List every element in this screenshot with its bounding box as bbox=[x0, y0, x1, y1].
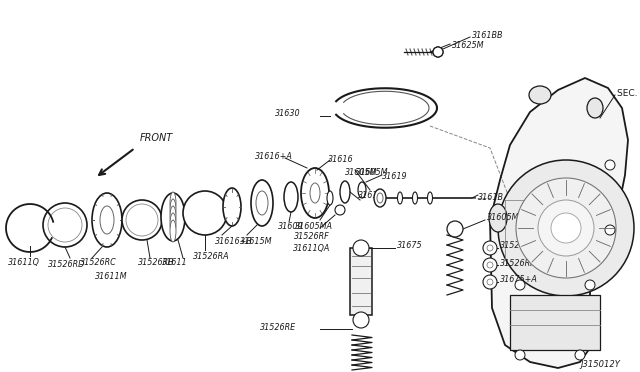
Circle shape bbox=[515, 350, 525, 360]
Ellipse shape bbox=[223, 188, 241, 226]
Ellipse shape bbox=[428, 192, 433, 204]
Circle shape bbox=[487, 279, 493, 285]
Ellipse shape bbox=[170, 192, 176, 214]
Ellipse shape bbox=[489, 204, 507, 232]
Circle shape bbox=[483, 258, 497, 272]
Text: 31615: 31615 bbox=[358, 192, 383, 201]
Text: 31630: 31630 bbox=[275, 109, 301, 119]
Text: 31675: 31675 bbox=[397, 241, 422, 250]
Text: 31526RH: 31526RH bbox=[500, 259, 537, 267]
Circle shape bbox=[433, 47, 443, 57]
Circle shape bbox=[605, 160, 615, 170]
Text: 31605MC: 31605MC bbox=[487, 214, 525, 222]
Text: 31616: 31616 bbox=[328, 155, 354, 164]
Circle shape bbox=[43, 203, 87, 247]
Bar bbox=[350, 248, 372, 315]
Circle shape bbox=[447, 221, 463, 237]
Text: 31526RE: 31526RE bbox=[260, 323, 296, 331]
Circle shape bbox=[483, 241, 497, 255]
Text: 31526RC: 31526RC bbox=[80, 258, 116, 267]
Circle shape bbox=[516, 178, 616, 278]
Ellipse shape bbox=[358, 182, 366, 198]
Ellipse shape bbox=[251, 180, 273, 226]
Ellipse shape bbox=[587, 98, 603, 118]
Text: 31609: 31609 bbox=[278, 222, 303, 231]
Text: 31611Q: 31611Q bbox=[8, 258, 40, 267]
Text: 31605MA: 31605MA bbox=[295, 222, 333, 231]
Circle shape bbox=[605, 225, 615, 235]
Ellipse shape bbox=[310, 183, 320, 203]
Text: 31526RF: 31526RF bbox=[294, 232, 330, 241]
Ellipse shape bbox=[529, 86, 551, 104]
Circle shape bbox=[487, 245, 493, 251]
Circle shape bbox=[48, 208, 82, 242]
Circle shape bbox=[498, 160, 634, 296]
Circle shape bbox=[126, 204, 158, 236]
Circle shape bbox=[515, 280, 525, 290]
Text: 3161BB: 3161BB bbox=[472, 31, 504, 39]
Text: 31611M: 31611M bbox=[95, 272, 127, 281]
Polygon shape bbox=[490, 78, 628, 368]
Ellipse shape bbox=[413, 192, 417, 204]
Circle shape bbox=[335, 205, 345, 215]
Circle shape bbox=[122, 200, 162, 240]
Ellipse shape bbox=[340, 181, 350, 203]
Text: 31616+B: 31616+B bbox=[215, 237, 253, 246]
Ellipse shape bbox=[284, 182, 298, 212]
Text: FRONT: FRONT bbox=[140, 133, 173, 143]
Ellipse shape bbox=[256, 191, 268, 215]
Ellipse shape bbox=[170, 206, 176, 228]
Text: SEC. 311: SEC. 311 bbox=[617, 89, 640, 97]
Circle shape bbox=[487, 262, 493, 268]
Ellipse shape bbox=[161, 193, 185, 241]
Ellipse shape bbox=[301, 168, 329, 218]
Circle shape bbox=[183, 191, 227, 235]
Text: 31611: 31611 bbox=[162, 258, 188, 267]
Ellipse shape bbox=[327, 191, 333, 205]
Circle shape bbox=[551, 213, 581, 243]
Ellipse shape bbox=[397, 192, 403, 204]
Ellipse shape bbox=[170, 199, 176, 221]
Bar bbox=[510, 295, 600, 350]
Text: 31616+A: 31616+A bbox=[255, 152, 293, 161]
Text: 31675+A: 31675+A bbox=[500, 276, 538, 285]
Ellipse shape bbox=[374, 189, 386, 207]
Text: 31625M: 31625M bbox=[452, 42, 484, 51]
Text: 31605M: 31605M bbox=[356, 168, 388, 177]
Circle shape bbox=[575, 350, 585, 360]
Circle shape bbox=[353, 312, 369, 328]
Text: 31605M: 31605M bbox=[345, 168, 378, 177]
Text: 31611QA: 31611QA bbox=[293, 244, 330, 253]
Text: 31526RB: 31526RB bbox=[138, 258, 175, 267]
Text: 31615M: 31615M bbox=[240, 237, 273, 246]
Circle shape bbox=[433, 47, 443, 57]
Ellipse shape bbox=[377, 193, 383, 203]
Circle shape bbox=[483, 275, 497, 289]
Text: J315012Y: J315012Y bbox=[580, 360, 620, 369]
Text: 31526RG: 31526RG bbox=[500, 241, 538, 250]
Ellipse shape bbox=[100, 206, 114, 234]
Circle shape bbox=[585, 280, 595, 290]
Text: 31526RD: 31526RD bbox=[48, 260, 85, 269]
Text: 3161B: 3161B bbox=[478, 193, 504, 202]
Ellipse shape bbox=[170, 220, 176, 242]
Circle shape bbox=[538, 200, 594, 256]
Circle shape bbox=[353, 240, 369, 256]
Text: 31619: 31619 bbox=[382, 172, 408, 181]
Ellipse shape bbox=[92, 193, 122, 247]
Text: 31526RA: 31526RA bbox=[193, 252, 230, 261]
Ellipse shape bbox=[170, 213, 176, 235]
